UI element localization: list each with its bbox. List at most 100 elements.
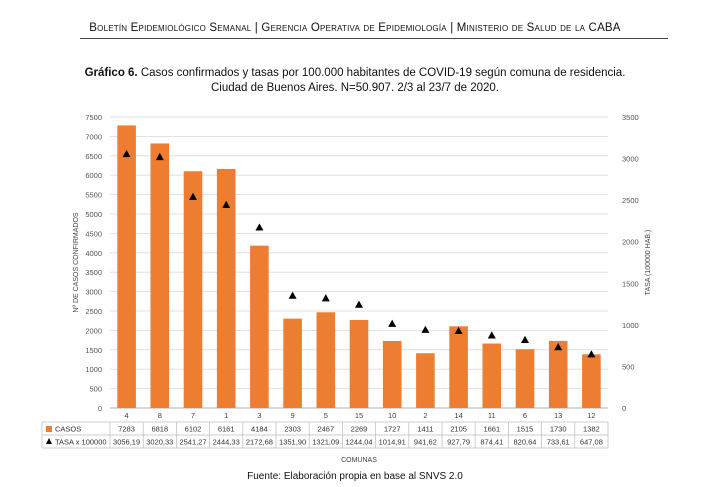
x-tick-label: 15 (355, 411, 363, 420)
bar-casos-comuna-15 (349, 319, 369, 408)
y2-tick-label: 0 (622, 404, 626, 413)
data-label-casos: 2303 (284, 425, 301, 434)
bar-casos-comuna-13 (548, 340, 568, 408)
bar-casos-comuna-5 (316, 312, 336, 408)
marker-tasa-comuna-2 (421, 325, 430, 333)
marker-tasa-comuna-13 (554, 343, 563, 351)
chart-source: Fuente: Elaboración propia en base al SN… (247, 471, 463, 482)
marker-tasa-comuna-7 (189, 192, 197, 200)
y2-tick-label: 3000 (622, 155, 639, 164)
y-tick-label: 3500 (85, 268, 102, 277)
x-axis-title: COMUNAS (341, 457, 377, 464)
x-tick-label: 1 (224, 411, 228, 420)
data-label-tasa: 3056,19 (113, 438, 140, 447)
marker-tasa-comuna-3 (255, 223, 264, 231)
bar-casos-comuna-10 (382, 340, 402, 408)
x-tick-label: 4 (125, 411, 129, 420)
bar-casos-comuna-1 (216, 168, 236, 408)
x-tick-label: 12 (587, 411, 595, 420)
bar-casos-comuna-2 (416, 353, 435, 408)
marker-tasa-comuna-11 (487, 331, 496, 339)
x-tick-label: 14 (454, 411, 462, 420)
y-tick-label: 6000 (85, 171, 102, 180)
y2-tick-label: 2000 (622, 238, 639, 247)
data-label-tasa: 1244,04 (345, 438, 372, 447)
bar-casos-comuna-6 (515, 349, 535, 408)
bar-casos-comuna-4 (117, 125, 136, 408)
marker-tasa-comuna-5 (321, 294, 330, 302)
data-label-casos: 1727 (384, 425, 401, 434)
y-tick-label: 5000 (85, 210, 102, 219)
data-label-tasa: 874,41 (480, 438, 503, 447)
y-tick-label: 2000 (85, 326, 102, 335)
x-tick-label: 8 (158, 411, 162, 420)
y-tick-label: 1500 (85, 346, 102, 355)
x-tick-label: 11 (488, 411, 496, 420)
data-label-tasa: 1014,91 (379, 438, 406, 447)
y-tick-label: 7500 (85, 113, 102, 122)
x-tick-label: 13 (554, 411, 562, 420)
x-tick-label: 7 (191, 411, 195, 420)
y-tick-label: 4000 (85, 249, 102, 258)
data-label-casos: 2269 (351, 425, 368, 434)
data-label-casos: 1515 (517, 425, 534, 434)
x-tick-label: 9 (291, 411, 295, 420)
data-label-tasa: 2541,27 (179, 438, 206, 447)
x-tick-label: 10 (388, 411, 396, 420)
chart-title-line1: Casos confirmados y tasas por 100.000 ha… (140, 67, 626, 79)
y2-tick-label: 500 (622, 362, 635, 371)
data-label-casos: 1730 (550, 425, 567, 434)
bar-casos-comuna-11 (482, 343, 502, 408)
y2-tick-label: 3500 (622, 113, 639, 122)
y-tick-label: 6500 (85, 152, 102, 161)
x-tick-label: 5 (324, 411, 328, 420)
data-label-casos: 1661 (483, 425, 500, 434)
y-tick-label: 2500 (85, 307, 102, 316)
marker-tasa-comuna-15 (355, 300, 363, 308)
y-tick-label: 500 (89, 385, 102, 394)
y-tick-label: 4500 (85, 229, 102, 238)
marker-tasa-comuna-4 (122, 149, 131, 158)
y-tick-label: 3000 (85, 288, 102, 297)
y2-tick-label: 2500 (622, 196, 639, 205)
chart-title-prefix: Gráfico 6. (84, 67, 138, 79)
chart-title-line2: Ciudad de Buenos Aires. N=50.907. 2/3 al… (210, 82, 500, 94)
marker-tasa-comuna-14 (454, 326, 463, 335)
data-label-casos: 6102 (185, 425, 202, 434)
y2-tick-label: 1000 (622, 321, 639, 330)
marker-tasa-comuna-6 (521, 335, 529, 343)
data-label-casos: 1411 (417, 425, 433, 434)
data-label-casos: 2467 (317, 425, 334, 434)
data-label-tasa: 2172,68 (246, 438, 273, 447)
bar-casos-comuna-9 (283, 318, 302, 408)
data-label-tasa: 647,08 (580, 438, 603, 447)
data-label-casos: 6818 (151, 425, 168, 434)
marker-tasa-comuna-12 (587, 350, 596, 358)
data-label-tasa: 1321,09 (312, 438, 339, 447)
y-tick-label: 0 (98, 404, 102, 413)
y2-tick-label: 1500 (622, 279, 639, 288)
y2-axis-title: TASA (100000 HAB.) (645, 230, 652, 296)
y-tick-label: 7000 (85, 132, 102, 141)
legend-swatch-tasa (46, 438, 52, 444)
y-tick-label: 1000 (85, 365, 102, 374)
marker-tasa-comuna-9 (288, 291, 297, 299)
data-label-casos: 4184 (251, 425, 268, 434)
data-label-tasa: 3020,33 (146, 438, 173, 447)
bar-casos-comuna-14 (449, 326, 468, 408)
data-label-tasa: 733,61 (547, 438, 570, 447)
data-label-tasa: 2444,33 (213, 438, 240, 447)
x-tick-label: 6 (523, 411, 527, 420)
marker-tasa-comuna-1 (222, 200, 231, 208)
data-label-casos: 7283 (118, 425, 135, 434)
legend-label-tasa: TASA x 100000 (55, 438, 107, 447)
legend-swatch-casos (46, 426, 52, 432)
data-label-casos: 2105 (450, 425, 467, 434)
data-label-casos: 1382 (583, 425, 600, 434)
marker-tasa-comuna-8 (155, 152, 164, 161)
x-tick-label: 3 (257, 411, 261, 420)
data-label-tasa: 927,79 (447, 438, 470, 447)
data-label-tasa: 1351,90 (279, 438, 306, 447)
bar-casos-comuna-12 (582, 354, 601, 408)
